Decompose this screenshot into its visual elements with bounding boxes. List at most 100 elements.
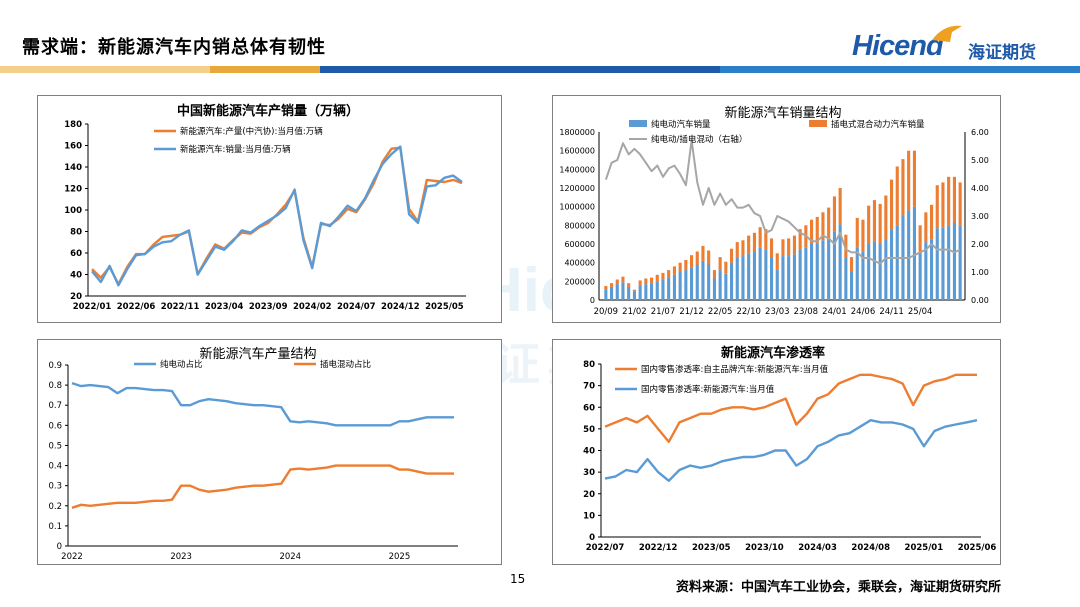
y-tick-label-right: 5.00 bbox=[971, 156, 989, 165]
legend-label: 国内零售渗透率:新能源汽车:当月值 bbox=[641, 384, 775, 395]
chart-production-sales: 中国新能源汽车产销量（万辆） 20 40 60 80 100 120 140 160 180 202… bbox=[37, 95, 502, 323]
bar-phev bbox=[872, 200, 876, 242]
bar-bev bbox=[872, 241, 876, 300]
bar-bev bbox=[850, 272, 854, 300]
x-tick-label: 2022/06 bbox=[117, 302, 156, 312]
bar-phev bbox=[798, 229, 802, 250]
bar-bev bbox=[884, 239, 888, 300]
bar-bev bbox=[718, 270, 722, 300]
bar-bev bbox=[832, 231, 836, 300]
series-line-2 bbox=[91, 145, 463, 287]
chart3-svg: 新能源汽车产量结构 0 0.1 0.2 0.3 0.4 0.5 0.6 0.7 0.8 0.9 202… bbox=[48, 346, 458, 562]
chart-title: 新能源汽车产量结构 bbox=[199, 346, 316, 362]
chart-sales-structure: 新能源汽车销量结构 0 200000 400000 600000 800000 100000… bbox=[552, 95, 1001, 323]
bar-bev bbox=[867, 244, 871, 300]
y-tick-label: 80 bbox=[70, 228, 82, 238]
y-tick-label-right: 1.00 bbox=[971, 268, 989, 277]
y-tick-label-left: 1200000 bbox=[559, 184, 595, 193]
series-line-2 bbox=[604, 418, 978, 483]
header-color-bar bbox=[0, 66, 1080, 73]
y-tick-label: 0.9 bbox=[48, 361, 62, 371]
bar-phev bbox=[867, 205, 871, 244]
source-note: 资料来源：中国汽车工业协会，乘联会，海证期货研究所 bbox=[676, 580, 1002, 595]
y-tick-label-left: 0 bbox=[590, 296, 595, 305]
bar-bev bbox=[810, 244, 814, 300]
x-tick-label: 22/05 bbox=[708, 307, 733, 317]
bar-bev bbox=[815, 243, 819, 300]
bar-phev bbox=[655, 274, 659, 282]
bar-phev bbox=[810, 219, 814, 244]
bar-bev bbox=[935, 228, 939, 300]
x-tick-label: 2023/09 bbox=[249, 302, 288, 312]
bar-bev bbox=[707, 264, 711, 300]
y-tick-label-right: 3.00 bbox=[971, 212, 989, 221]
bar-phev bbox=[832, 196, 836, 232]
x-tick-label: 2023/04 bbox=[205, 302, 244, 312]
bar-bev bbox=[661, 279, 665, 300]
bar-bev bbox=[724, 273, 728, 300]
bar-phev bbox=[684, 259, 688, 271]
x-tick-label: 21/02 bbox=[622, 307, 647, 317]
bar-bev bbox=[604, 289, 608, 300]
bar-phev bbox=[924, 212, 928, 243]
bar-phev bbox=[901, 159, 905, 216]
y-tick-label: 0.8 bbox=[48, 381, 62, 391]
bar-bev bbox=[941, 227, 945, 300]
bar-phev bbox=[604, 286, 608, 290]
bar-phev bbox=[724, 261, 728, 274]
series-line-2 bbox=[71, 464, 454, 509]
y-tick-label: 0 bbox=[589, 533, 595, 543]
x-tick-label: 2024/12 bbox=[381, 302, 420, 312]
bar-phev bbox=[638, 280, 642, 286]
y-tick-label: 180 bbox=[64, 120, 82, 130]
x-tick-label: 2024/02 bbox=[293, 302, 332, 312]
bar-bev bbox=[907, 210, 911, 300]
y-tick-label-left: 400000 bbox=[564, 259, 595, 268]
legend-label: 新能源汽车:产量(中汽协):当月值:万辆 bbox=[180, 126, 323, 137]
bar-bev bbox=[787, 256, 791, 300]
x-tick-label: 2025/01 bbox=[905, 543, 944, 553]
x-tick-label: 2023/05 bbox=[692, 543, 731, 553]
bar-bev bbox=[667, 277, 671, 300]
chart-title: 新能源汽车渗透率 bbox=[721, 345, 825, 361]
bar-phev bbox=[764, 229, 768, 250]
x-tick-label: 24/11 bbox=[879, 307, 904, 317]
bar-bev bbox=[821, 240, 825, 300]
bar-phev bbox=[838, 188, 842, 225]
x-tick-label: 2022/11 bbox=[161, 302, 200, 312]
bar-bev bbox=[638, 285, 642, 300]
bar-phev bbox=[827, 207, 831, 239]
y-tick-label: 20 bbox=[70, 292, 82, 302]
logo: Hicend 海证期货 bbox=[852, 25, 1062, 64]
bar-phev bbox=[941, 182, 945, 228]
y-tick-label-left: 1600000 bbox=[559, 147, 595, 156]
y-tick-label-right: 2.00 bbox=[971, 240, 989, 249]
x-tick-label: 24/01 bbox=[822, 307, 847, 317]
legend-swatch bbox=[629, 120, 647, 127]
legend-label: 插电式混合动力汽车销量 bbox=[831, 119, 925, 130]
bar-phev bbox=[792, 235, 796, 255]
bar-phev bbox=[632, 289, 636, 292]
x-tick-label: 2023/10 bbox=[745, 543, 784, 553]
bar-bev bbox=[690, 267, 694, 300]
y-tick-label: 0.6 bbox=[48, 421, 62, 431]
y-tick-label-right: 6.00 bbox=[971, 128, 989, 137]
bar-bev bbox=[912, 206, 916, 300]
bar-bev bbox=[947, 225, 951, 300]
y-tick-label: 20 bbox=[583, 490, 595, 500]
legend-label: 国内零售渗透率:自主品牌汽车:新能源汽车:当月值 bbox=[641, 364, 829, 375]
x-tick-label: 2025 bbox=[389, 552, 411, 562]
bar-bev bbox=[655, 281, 659, 300]
bar-bev bbox=[855, 247, 859, 300]
bar-phev bbox=[695, 251, 699, 265]
bar-phev bbox=[912, 150, 916, 207]
bar-bev bbox=[844, 258, 848, 300]
bar-phev bbox=[770, 238, 774, 258]
bar-phev bbox=[958, 182, 962, 226]
x-tick-label: 2022 bbox=[61, 552, 83, 562]
y-tick-label-right: 0.00 bbox=[971, 296, 989, 305]
bar-phev bbox=[712, 270, 716, 279]
bar-bev bbox=[672, 274, 676, 300]
bar-phev bbox=[718, 257, 722, 271]
bar-bev bbox=[930, 239, 934, 300]
